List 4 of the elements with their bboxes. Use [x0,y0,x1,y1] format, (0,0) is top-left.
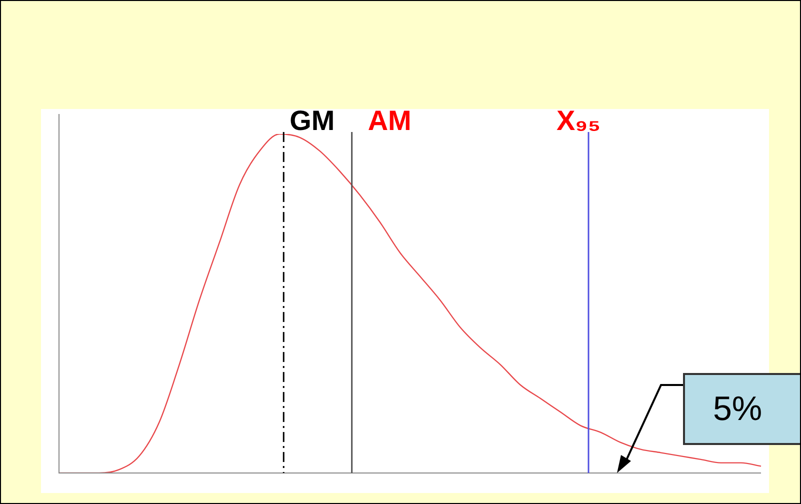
annotation: X₉₅ [556,105,601,136]
annotation: GM [290,105,335,136]
annotation: AM [368,105,412,136]
annotation: 5% [683,373,801,445]
